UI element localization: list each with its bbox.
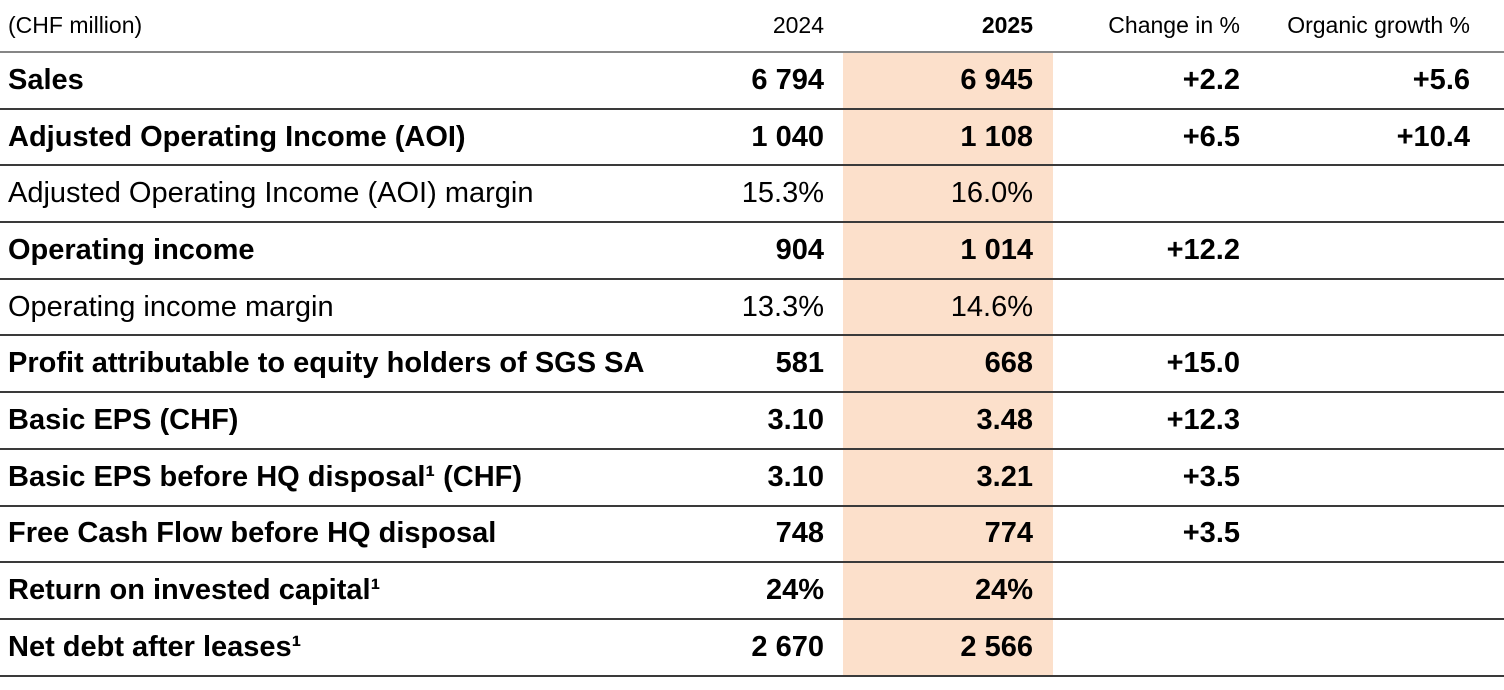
table-row: Basic EPS (CHF) 3.10 3.48 +12.3 xyxy=(0,392,1504,450)
unit-label: (CHF million) xyxy=(0,0,723,53)
cell-organic xyxy=(1240,278,1504,337)
table-row: Operating income 904 1 014 +12.2 xyxy=(0,222,1504,280)
cell-2024: 581 xyxy=(723,335,843,394)
cell-label: Basic EPS (CHF) xyxy=(0,392,723,450)
table-row: Operating income margin 13.3% 14.6% xyxy=(0,278,1504,337)
cell-organic xyxy=(1240,335,1504,394)
cell-change: +12.2 xyxy=(1053,222,1240,280)
cell-2024: 2 670 xyxy=(723,618,843,677)
cell-2024: 3.10 xyxy=(723,448,843,507)
table-row: Sales 6 794 6 945 +2.2 +5.6 xyxy=(0,52,1504,110)
cell-change: +12.3 xyxy=(1053,392,1240,450)
cell-organic xyxy=(1240,448,1504,507)
table-row: Basic EPS before HQ disposal¹ (CHF) 3.10… xyxy=(0,448,1504,507)
cell-organic xyxy=(1240,618,1504,677)
cell-2025: 3.48 xyxy=(843,392,1053,450)
cell-label: Basic EPS before HQ disposal¹ (CHF) xyxy=(0,448,723,507)
table-row: Adjusted Operating Income (AOI) margin 1… xyxy=(0,165,1504,224)
cell-2024: 1 040 xyxy=(723,108,843,167)
table-row: Profit attributable to equity holders of… xyxy=(0,335,1504,394)
cell-2024: 904 xyxy=(723,222,843,280)
cell-change xyxy=(1053,562,1240,620)
cell-label: Operating income margin xyxy=(0,278,723,337)
cell-2025: 24% xyxy=(843,562,1053,620)
cell-2025: 16.0% xyxy=(843,165,1053,224)
cell-organic: +5.6 xyxy=(1240,52,1504,110)
cell-organic xyxy=(1240,392,1504,450)
cell-change: +6.5 xyxy=(1053,108,1240,167)
cell-label: Free Cash Flow before HQ disposal xyxy=(0,505,723,564)
col-header-2025: 2025 xyxy=(843,0,1053,53)
cell-2024: 6 794 xyxy=(723,52,843,110)
cell-label: Sales xyxy=(0,52,723,110)
cell-2024: 3.10 xyxy=(723,392,843,450)
cell-2025: 668 xyxy=(843,335,1053,394)
cell-change xyxy=(1053,278,1240,337)
cell-label: Adjusted Operating Income (AOI) xyxy=(0,108,723,167)
cell-organic xyxy=(1240,222,1504,280)
cell-change: +3.5 xyxy=(1053,448,1240,507)
table-row: Return on invested capital¹ 24% 24% xyxy=(0,562,1504,620)
col-header-organic: Organic growth % xyxy=(1240,0,1504,53)
cell-2025: 6 945 xyxy=(843,52,1053,110)
cell-2024: 24% xyxy=(723,562,843,620)
cell-change: +2.2 xyxy=(1053,52,1240,110)
cell-label: Adjusted Operating Income (AOI) margin xyxy=(0,165,723,224)
col-header-change: Change in % xyxy=(1053,0,1240,53)
cell-change: +15.0 xyxy=(1053,335,1240,394)
cell-change xyxy=(1053,165,1240,224)
cell-2025: 1 014 xyxy=(843,222,1053,280)
cell-organic: +10.4 xyxy=(1240,108,1504,167)
cell-2025: 2 566 xyxy=(843,618,1053,677)
cell-organic xyxy=(1240,165,1504,224)
table-row: Free Cash Flow before HQ disposal 748 77… xyxy=(0,505,1504,564)
cell-2024: 13.3% xyxy=(723,278,843,337)
cell-label: Return on invested capital¹ xyxy=(0,562,723,620)
cell-2025: 1 108 xyxy=(843,108,1053,167)
table-row: Net debt after leases¹ 2 670 2 566 xyxy=(0,618,1504,677)
cell-change: +3.5 xyxy=(1053,505,1240,564)
cell-2025: 14.6% xyxy=(843,278,1053,337)
cell-label: Operating income xyxy=(0,222,723,280)
cell-change xyxy=(1053,618,1240,677)
table-row: Adjusted Operating Income (AOI) 1 040 1 … xyxy=(0,108,1504,167)
cell-2024: 748 xyxy=(723,505,843,564)
cell-2025: 3.21 xyxy=(843,448,1053,507)
col-header-2024: 2024 xyxy=(723,0,843,53)
cell-2025: 774 xyxy=(843,505,1053,564)
cell-2024: 15.3% xyxy=(723,165,843,224)
cell-organic xyxy=(1240,505,1504,564)
cell-label: Profit attributable to equity holders of… xyxy=(0,335,723,394)
header-row: (CHF million) 2024 2025 Change in % Orga… xyxy=(0,0,1504,53)
cell-label: Net debt after leases¹ xyxy=(0,618,723,677)
cell-organic xyxy=(1240,562,1504,620)
